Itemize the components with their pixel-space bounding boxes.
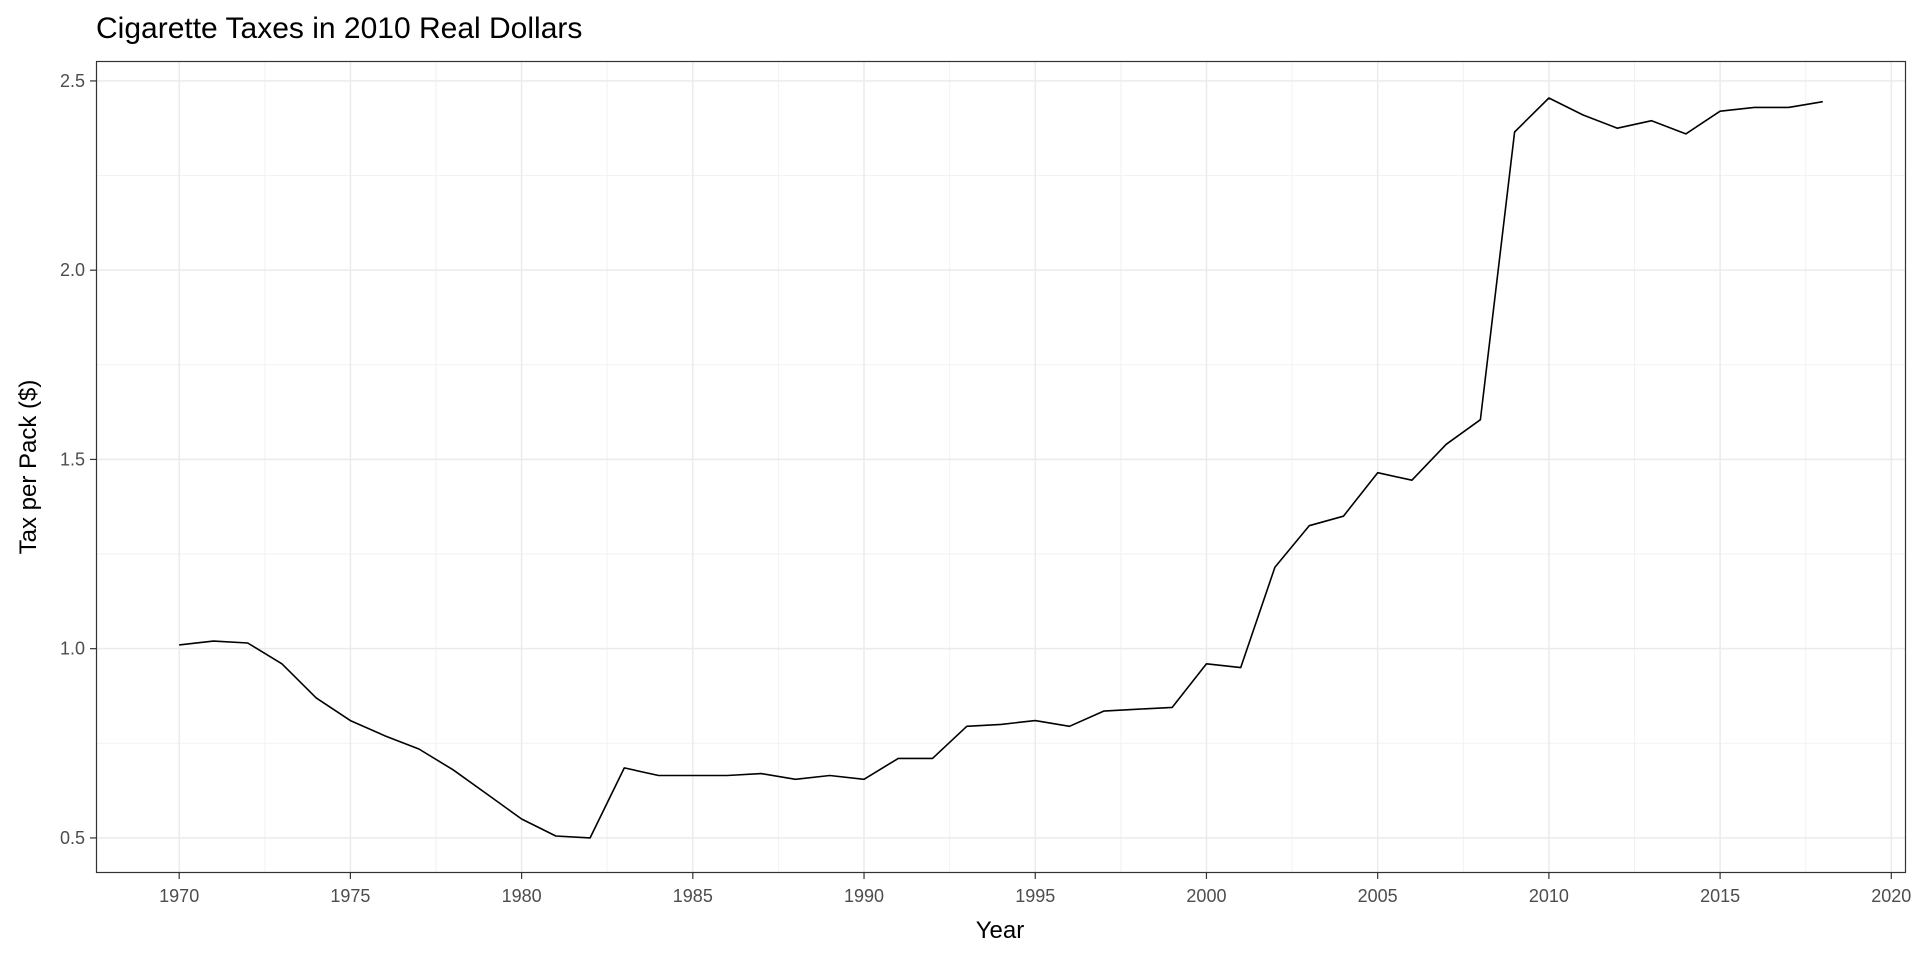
x-axis-title: Year (976, 917, 1025, 944)
y-axis-title: Tax per Pack ($) (15, 380, 42, 555)
x-tick-label: 2000 (1186, 886, 1226, 906)
chart-title: Cigarette Taxes in 2010 Real Dollars (96, 12, 582, 45)
x-tick-label: 1980 (502, 886, 542, 906)
y-tick-label: 2.0 (60, 260, 85, 280)
x-tick-label: 2020 (1871, 886, 1911, 906)
y-tick-label: 0.5 (60, 828, 85, 848)
x-tick-label: 1970 (159, 886, 199, 906)
x-tick-label: 1975 (330, 886, 370, 906)
y-tick-label: 1.5 (60, 449, 85, 469)
panel-border (95, 60, 1907, 874)
x-tick-label: 1985 (673, 886, 713, 906)
x-tick-label: 1990 (844, 886, 884, 906)
y-tick-label: 2.5 (60, 71, 85, 91)
y-tick-label: 1.0 (60, 639, 85, 659)
x-tick-label: 2005 (1358, 886, 1398, 906)
series-line (179, 97, 1823, 839)
grid (97, 62, 1905, 872)
x-tick-label: 1995 (1015, 886, 1055, 906)
axes: 1970 1975 1980 1985 1990 1995 2000 2005 2010 2015… (60, 71, 1911, 906)
plot-area (179, 97, 1823, 839)
x-tick-label: 2010 (1529, 886, 1569, 906)
x-tick-label: 2015 (1700, 886, 1740, 906)
